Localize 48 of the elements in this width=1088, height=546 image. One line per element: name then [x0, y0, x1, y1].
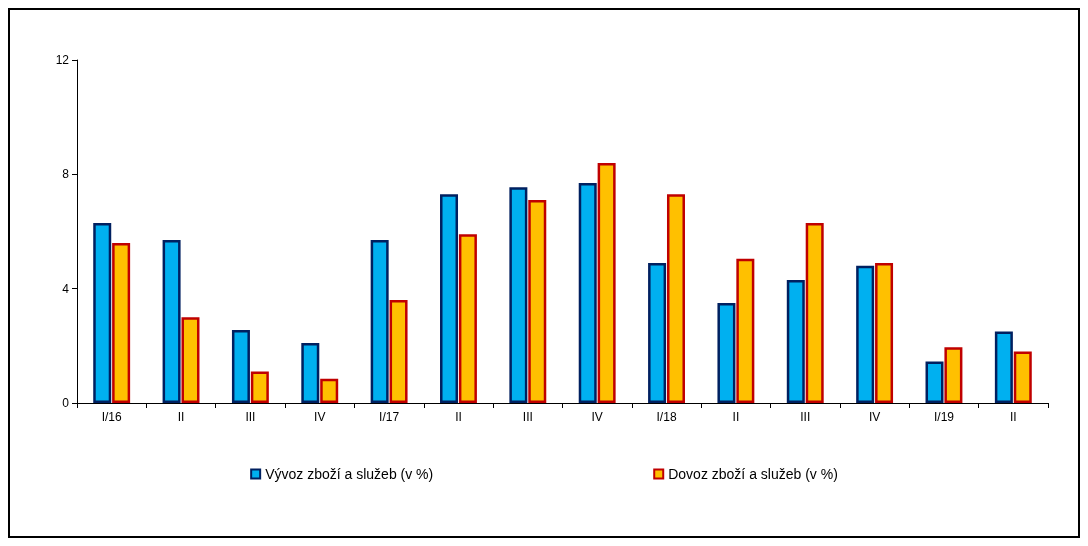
bar	[856, 265, 875, 403]
bar	[994, 331, 1013, 403]
bar	[528, 200, 547, 403]
bar	[666, 194, 685, 403]
x-tick-label: III	[245, 410, 256, 424]
bar	[250, 371, 269, 403]
bar	[440, 194, 459, 403]
x-tick-label: IV	[591, 410, 603, 424]
bar	[1013, 351, 1032, 403]
x-tick-label: II	[1009, 410, 1017, 424]
bar	[648, 262, 667, 403]
x-tick-label: III	[800, 410, 811, 424]
bar	[597, 162, 616, 403]
bar	[578, 182, 597, 403]
x-tick-label: III	[522, 410, 533, 424]
x-tick-label: II	[455, 410, 462, 424]
bar	[112, 242, 131, 403]
legend-label: Vývoz zboží a služeb (v %)	[265, 466, 434, 482]
bar	[301, 342, 320, 403]
bar	[93, 222, 112, 403]
bar	[181, 317, 200, 403]
bar	[736, 258, 755, 403]
bar	[458, 234, 477, 403]
bar	[944, 347, 963, 403]
bar	[875, 262, 894, 403]
bar	[320, 378, 339, 403]
x-tick-label: I/19	[933, 410, 955, 424]
x-tick-label: I/18	[656, 410, 677, 424]
y-tick-label: 0	[62, 396, 70, 410]
x-tick-label: IV	[314, 410, 326, 424]
bar	[925, 361, 944, 403]
bar	[389, 300, 408, 403]
bar	[805, 222, 824, 403]
bar	[231, 330, 250, 403]
x-tick-label: IV	[868, 410, 881, 424]
y-tick-label: 8	[62, 167, 70, 182]
bar	[370, 240, 389, 403]
x-tick-label: I/17	[379, 410, 400, 424]
bar	[509, 187, 528, 403]
x-tick-label: II	[177, 410, 185, 424]
bar	[717, 302, 736, 403]
legend-label: Dovoz zboží a služeb (v %)	[668, 466, 838, 482]
x-tick-label: I/16	[101, 410, 123, 424]
x-tick-label: II	[732, 410, 740, 424]
y-tick-label: 4	[62, 281, 70, 296]
bar	[786, 280, 805, 403]
bar	[162, 240, 181, 403]
y-tick-label: 12	[55, 53, 70, 67]
